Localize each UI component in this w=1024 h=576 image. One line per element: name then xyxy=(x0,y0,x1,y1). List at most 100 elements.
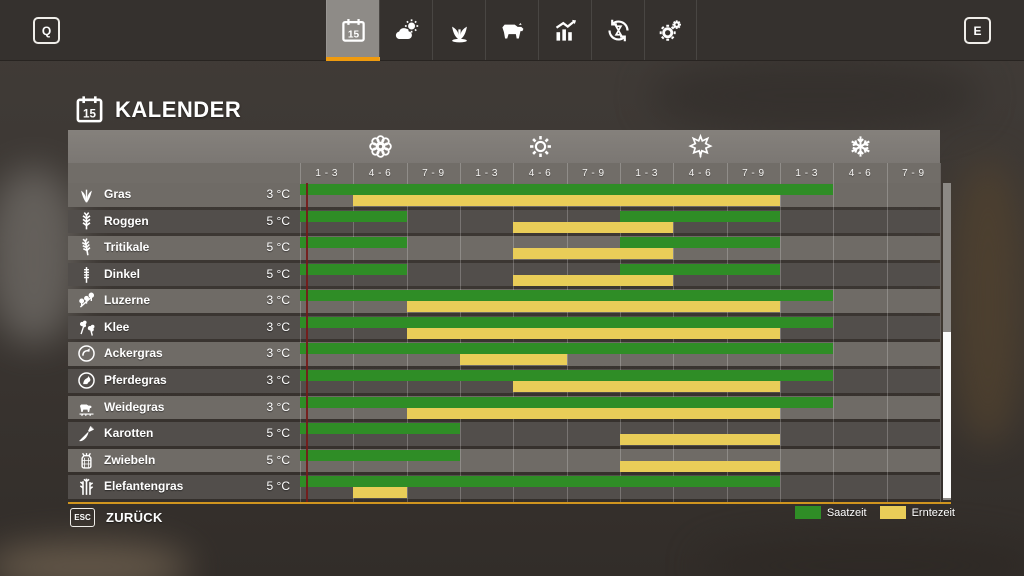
crop-temperature: 5 °C xyxy=(266,426,290,441)
crop-temperature: 5 °C xyxy=(266,213,290,228)
crop-temperature: 3 °C xyxy=(266,373,290,388)
month-range-label: 1 - 3 xyxy=(475,167,498,179)
harvest-bar xyxy=(620,460,780,472)
tab-weather[interactable] xyxy=(379,0,432,60)
legend-swatch xyxy=(879,506,906,519)
month-range-label: 4 - 6 xyxy=(368,167,392,179)
page-title: KALENDER xyxy=(115,97,242,122)
menu-tabs: 15 xyxy=(326,0,697,61)
elephant-grass-icon xyxy=(76,476,97,497)
month-range-label: 7 - 9 xyxy=(422,167,445,179)
grid-line xyxy=(833,163,835,502)
summer-sun-icon xyxy=(527,133,554,160)
harvest-bar xyxy=(406,407,780,419)
crop-name: Karotten xyxy=(104,426,154,441)
legend-item: Erntezeit xyxy=(879,506,955,519)
settings-gears-icon xyxy=(657,17,684,44)
field-grass-icon xyxy=(76,343,97,364)
spring-flower-icon xyxy=(367,133,394,160)
crop-temperature: 3 °C xyxy=(266,187,290,201)
tab-settings[interactable] xyxy=(644,0,697,60)
harvest-bar xyxy=(406,327,780,339)
esc-key: ESC xyxy=(70,508,95,527)
legend-label: Saatzeit xyxy=(826,506,867,519)
harvest-bar xyxy=(460,354,567,366)
sow-bar xyxy=(300,423,460,435)
table-bottom-accent-line xyxy=(68,502,951,504)
background-blob xyxy=(700,538,1024,576)
month-header xyxy=(68,163,940,183)
sow-bar xyxy=(620,237,780,249)
statistics-icon xyxy=(552,17,579,44)
sow-bar xyxy=(300,237,407,249)
sow-bar xyxy=(300,476,780,488)
crop-name: Weidegras xyxy=(104,399,165,414)
sow-bar xyxy=(300,184,834,195)
month-range-label: 7 - 9 xyxy=(742,167,765,179)
grass-icon xyxy=(76,184,97,205)
winter-snowflake-icon xyxy=(847,133,874,160)
background-blob xyxy=(952,160,1024,445)
month-range-label: 1 - 3 xyxy=(795,167,818,179)
sow-bar xyxy=(300,263,407,275)
crop-temperature: 5 °C xyxy=(266,240,290,255)
current-day-marker xyxy=(306,183,308,502)
season-header xyxy=(68,130,940,163)
grid-line xyxy=(780,163,781,502)
animals-icon xyxy=(499,17,526,44)
legend-label: Erntezeit xyxy=(911,506,955,519)
grid-line xyxy=(940,163,941,502)
horse-grass-icon xyxy=(76,370,97,391)
harvest-bar xyxy=(353,195,780,206)
month-range-label: 1 - 3 xyxy=(315,167,338,179)
next-page-key[interactable]: E xyxy=(964,17,991,44)
crop-row: Roggen 5 °C xyxy=(68,209,940,234)
month-range-label: 7 - 9 xyxy=(582,167,605,179)
crop-name: Klee xyxy=(104,319,130,334)
crop-name: Tritikale xyxy=(104,240,150,255)
harvest-bar xyxy=(353,487,407,499)
tab-calendar[interactable]: 15 xyxy=(326,0,380,61)
sow-bar xyxy=(300,396,834,408)
sow-bar xyxy=(300,370,834,382)
sow-bar xyxy=(300,290,834,302)
carrot-icon xyxy=(76,423,97,444)
tab-statistics[interactable] xyxy=(538,0,591,60)
back-label: ZURÜCK xyxy=(106,510,163,525)
crop-temperature: 5 °C xyxy=(266,452,290,467)
tab-crops[interactable] xyxy=(432,0,485,60)
crop-row: Dinkel 5 °C xyxy=(68,262,940,287)
legend-item: Saatzeit xyxy=(794,506,867,519)
tab-animals[interactable] xyxy=(485,0,538,60)
clover-icon xyxy=(76,317,97,338)
crop-name: Ackergras xyxy=(104,346,163,361)
crop-row: Tritikale 5 °C xyxy=(68,236,940,260)
back-button[interactable]: ESC ZURÜCK xyxy=(70,508,163,527)
month-range-label: 7 - 9 xyxy=(902,167,925,179)
spelt-icon xyxy=(76,264,97,285)
autumn-leaf-icon xyxy=(687,133,714,160)
harvest-bar xyxy=(513,274,674,286)
sow-bar xyxy=(620,263,780,275)
scrollbar-track[interactable] xyxy=(943,183,951,500)
grid-line xyxy=(886,163,888,502)
tab-economy[interactable] xyxy=(591,0,644,60)
prev-page-key[interactable]: Q xyxy=(33,17,60,44)
crop-temperature: 3 °C xyxy=(266,346,290,361)
calendar-icon: 15 xyxy=(74,94,105,125)
onion-icon xyxy=(76,450,97,471)
harvest-bar xyxy=(406,301,780,313)
scrollbar-thumb[interactable] xyxy=(943,332,951,498)
weather-icon xyxy=(393,17,420,44)
crop-calendar-table: 1 - 3 4 - 6 7 - 9 1 - 3 4 - 6 7 - 9 1 - 3 4 - 6… xyxy=(68,130,941,502)
crop-temperature: 3 °C xyxy=(266,319,290,334)
legend-swatch xyxy=(794,506,821,519)
background-blob xyxy=(650,58,980,133)
harvest-bar xyxy=(513,381,780,393)
crop-row: Karotten 5 °C xyxy=(68,422,940,446)
month-range-label: 4 - 6 xyxy=(688,167,712,179)
crop-row: Zwiebeln 5 °C xyxy=(68,448,940,473)
calendar-icon: 15 xyxy=(340,17,367,44)
svg-text:15: 15 xyxy=(347,29,359,40)
legend: Saatzeit Erntezeit xyxy=(794,506,955,519)
